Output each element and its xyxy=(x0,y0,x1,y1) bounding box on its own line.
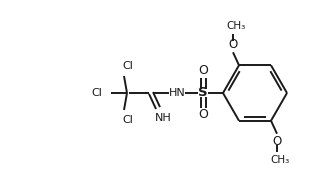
Text: O: O xyxy=(272,135,282,148)
Text: NH: NH xyxy=(155,113,171,123)
Text: O: O xyxy=(198,64,208,78)
Text: HN: HN xyxy=(169,88,185,98)
Text: O: O xyxy=(198,108,208,121)
Text: O: O xyxy=(228,38,238,51)
Text: CH₃: CH₃ xyxy=(226,21,246,31)
Text: Cl: Cl xyxy=(123,115,133,125)
Text: Cl: Cl xyxy=(91,88,102,98)
Text: Cl: Cl xyxy=(123,61,133,71)
Text: CH₃: CH₃ xyxy=(270,155,290,165)
Text: S: S xyxy=(198,86,208,100)
